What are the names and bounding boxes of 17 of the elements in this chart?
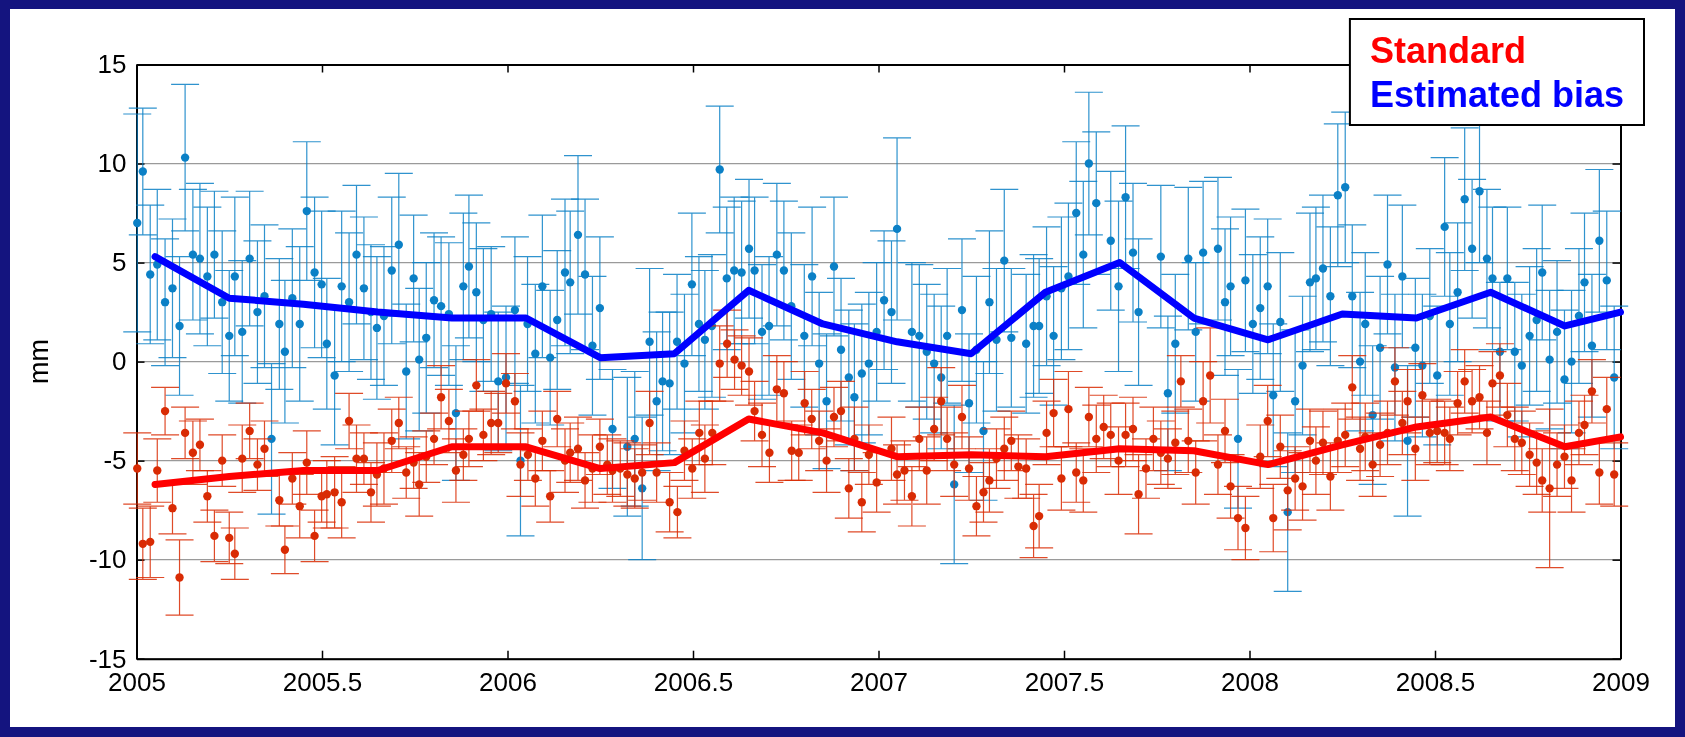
- x-tick-label: 2008: [1221, 667, 1279, 698]
- y-tick-label: 15: [97, 49, 127, 80]
- x-tick-label: 2007: [850, 667, 908, 698]
- x-tick-label: 2006.5: [653, 667, 734, 698]
- x-tick-label: 2006: [479, 667, 537, 698]
- y-tick-label: -5: [103, 445, 127, 476]
- y-tick-label: 5: [112, 247, 127, 278]
- x-tick-label: 2007.5: [1024, 667, 1105, 698]
- y-tick-label: -10: [88, 544, 127, 575]
- text: Standard: [1369, 30, 1526, 71]
- x-tick-label: 2005.5: [282, 667, 363, 698]
- y-tick-label: 10: [97, 148, 127, 179]
- y-axis-title: mm: [24, 339, 54, 385]
- x-tick-label: 2009: [1592, 667, 1650, 698]
- text: Estimated bias: [1369, 74, 1624, 115]
- x-tick-label: 2008.5: [1395, 667, 1476, 698]
- y-tick-label: 0: [112, 346, 127, 377]
